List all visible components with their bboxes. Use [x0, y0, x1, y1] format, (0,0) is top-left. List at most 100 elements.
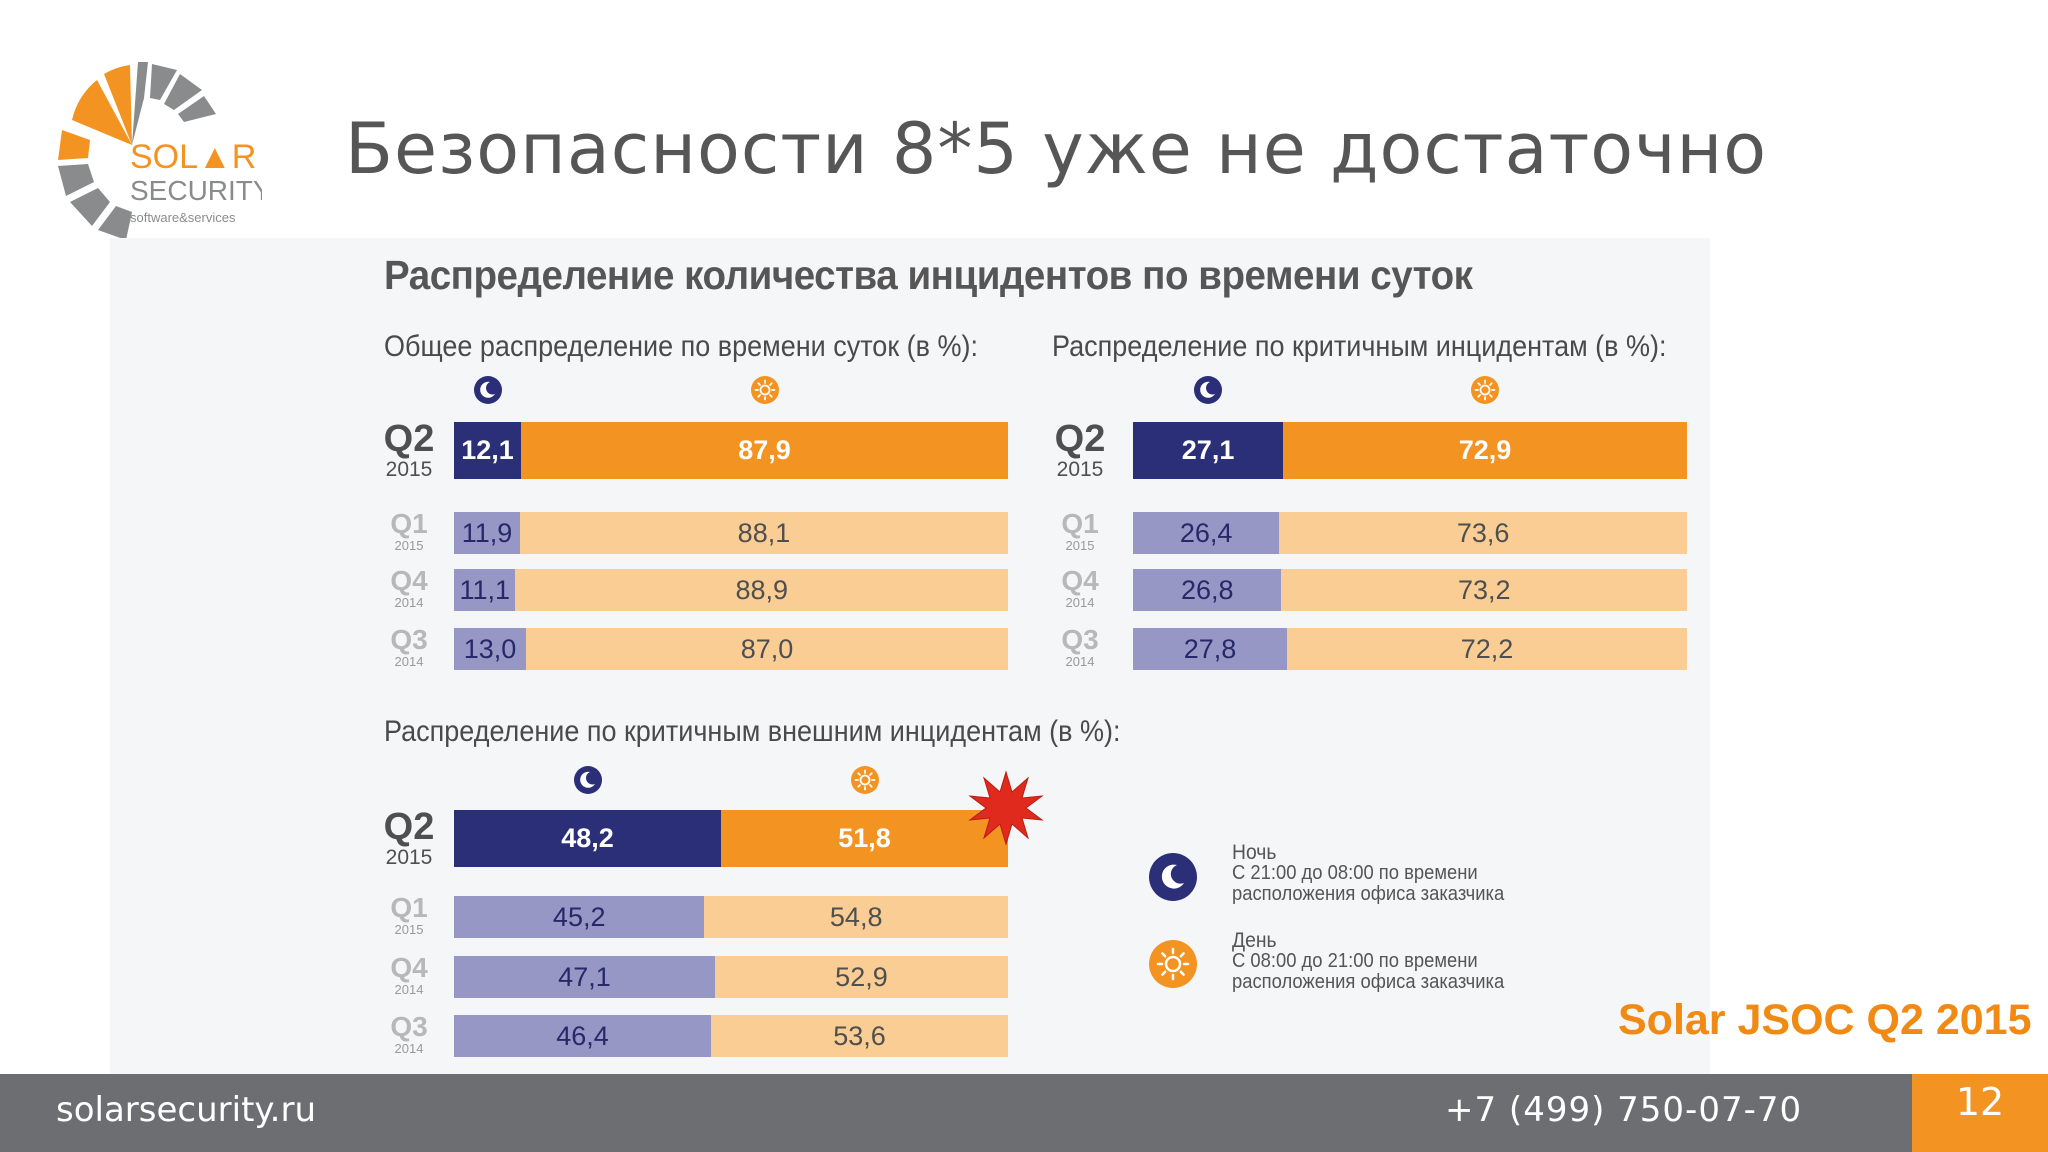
bar-segment-night: 46,4: [454, 1015, 712, 1057]
moon-icon: [573, 765, 603, 795]
quarter-name: Q3: [390, 624, 428, 655]
logo-sun-rays: [58, 62, 216, 240]
bar-segment-night: 11,1: [454, 569, 516, 611]
chart-2-title: Распределение по критичным инцидентам (в…: [1052, 330, 1667, 363]
quarter-name: Q2: [1054, 418, 1106, 460]
chart-3-title: Распределение по критичным внешним инцид…: [384, 715, 1121, 748]
quarter-label: Q3 2014: [374, 1011, 444, 1057]
legend-night-line2: расположения офиса заказчика: [1232, 883, 1505, 905]
quarter-year: 2014: [394, 654, 424, 669]
bar-segment-night: 27,8: [1133, 628, 1287, 670]
quarter-name: Q3: [390, 1011, 428, 1042]
bar-segment-day: 53,6: [711, 1015, 1008, 1057]
quarter-name: Q4: [390, 565, 428, 596]
stacked-bar: 47,1 52,9: [454, 956, 1008, 998]
bar-segment-day: 87,0: [526, 628, 1008, 670]
quarter-label: Q2 2015: [374, 808, 444, 870]
bar-segment-night: 11,9: [454, 512, 520, 554]
quarter-year: 2014: [1065, 654, 1095, 669]
legend-night: Ночь С 21:00 до 08:00 по времени располо…: [1232, 842, 1504, 905]
bar-segment-night: 45,2: [454, 896, 705, 938]
quarter-label: Q2 2015: [374, 420, 444, 482]
stacked-bar: 11,1 88,9: [454, 569, 1008, 611]
quarter-year: 2015: [1065, 538, 1095, 553]
quarter-label: Q4 2014: [1045, 565, 1115, 611]
quarter-year: 2015: [394, 922, 424, 937]
bar-segment-day: 87,9: [521, 422, 1008, 479]
quarter-year: 2015: [385, 846, 433, 869]
page-number-box: [1912, 1074, 2048, 1152]
legend-night-title: Ночь: [1232, 841, 1277, 864]
bar-segment-day: 51,8: [721, 810, 1008, 867]
stacked-bar: 46,4 53,6: [454, 1015, 1008, 1057]
moon-icon: [1193, 375, 1223, 405]
quarter-year: 2014: [394, 595, 424, 610]
logo-text-solar: SOL▲R: [130, 138, 256, 176]
footer-bar: [0, 1074, 2048, 1152]
quarter-name: Q1: [1061, 508, 1099, 539]
solar-security-logo: SOL▲R SECURITY software&services: [58, 62, 262, 240]
footer-site-link[interactable]: solarsecurity.ru: [56, 1090, 317, 1130]
moon-icon: [473, 375, 503, 405]
legend-day-line2: расположения офиса заказчика: [1232, 971, 1505, 993]
bar-segment-day: 88,9: [515, 569, 1008, 611]
bar-segment-night: 13,0: [454, 628, 527, 670]
quarter-year: 2015: [394, 538, 424, 553]
quarter-year: 2014: [394, 982, 424, 997]
quarter-name: Q4: [390, 952, 428, 983]
quarter-label: Q1 2015: [374, 894, 444, 938]
bar-segment-night: 12,1: [454, 422, 522, 479]
quarter-label: Q3 2014: [1045, 624, 1115, 670]
bar-segment-night: 47,1: [454, 956, 715, 998]
sun-icon: [850, 765, 880, 795]
bar-segment-day: 73,6: [1279, 512, 1687, 554]
source-label: Solar JSOC Q2 2015: [1618, 996, 2032, 1044]
legend-night-line1: С 21:00 до 08:00 по времени: [1232, 862, 1478, 884]
legend-day-title: День: [1232, 929, 1277, 952]
bar-segment-day: 72,2: [1287, 628, 1687, 670]
quarter-name: Q2: [383, 806, 435, 848]
stacked-bar: 26,4 73,6: [1133, 512, 1687, 554]
legend-day-line1: С 08:00 до 21:00 по времени: [1232, 950, 1478, 972]
bar-segment-night: 26,4: [1133, 512, 1280, 554]
quarter-year: 2014: [1065, 595, 1095, 610]
bar-segment-night: 26,8: [1133, 569, 1282, 611]
legend-day: День С 08:00 до 21:00 по времени располо…: [1232, 930, 1504, 993]
stacked-bar: 11,9 88,1: [454, 512, 1008, 554]
bar-segment-day: 52,9: [714, 956, 1008, 998]
quarter-year: 2015: [1056, 458, 1104, 481]
quarter-label: Q4 2014: [374, 952, 444, 998]
stacked-bar: 12,1 87,9: [454, 422, 1008, 479]
quarter-name: Q3: [1061, 624, 1099, 655]
slide-title: Безопасности 8*5 уже не достаточно: [345, 108, 1768, 190]
legend-moon-icon: [1149, 853, 1197, 901]
footer-phone: +7 (499) 750-07-70: [1445, 1090, 1803, 1130]
quarter-label: Q3 2014: [374, 624, 444, 670]
quarter-year: 2015: [385, 458, 433, 481]
stacked-bar: 27,1 72,9: [1133, 422, 1687, 479]
quarter-year: 2014: [394, 1041, 424, 1056]
bar-segment-night: 48,2: [454, 810, 722, 867]
sun-icon: [750, 375, 780, 405]
bar-segment-day: 72,9: [1283, 422, 1687, 479]
bar-segment-day: 73,2: [1281, 569, 1687, 611]
bar-segment-day: 88,1: [519, 512, 1008, 554]
logo-text-tagline: software&services: [130, 210, 236, 225]
logo-text-security: SECURITY: [130, 175, 262, 206]
infographic-title: Распределение количества инцидентов по в…: [384, 252, 1473, 298]
sun-icon: [1470, 375, 1500, 405]
page-number: 12: [1955, 1080, 2005, 1124]
burst-icon: [968, 770, 1044, 846]
stacked-bar: 48,2 51,8: [454, 810, 1008, 867]
quarter-name: Q1: [390, 508, 428, 539]
stacked-bar: 26,8 73,2: [1133, 569, 1687, 611]
stacked-bar: 13,0 87,0: [454, 628, 1008, 670]
bar-segment-night: 27,1: [1133, 422, 1284, 479]
quarter-label: Q4 2014: [374, 565, 444, 611]
stacked-bar: 45,2 54,8: [454, 896, 1008, 938]
stacked-bar: 27,8 72,2: [1133, 628, 1687, 670]
bar-segment-day: 54,8: [704, 896, 1008, 938]
legend-sun-icon: [1149, 940, 1197, 988]
quarter-name: Q4: [1061, 565, 1099, 596]
quarter-label: Q1 2015: [1045, 508, 1115, 554]
